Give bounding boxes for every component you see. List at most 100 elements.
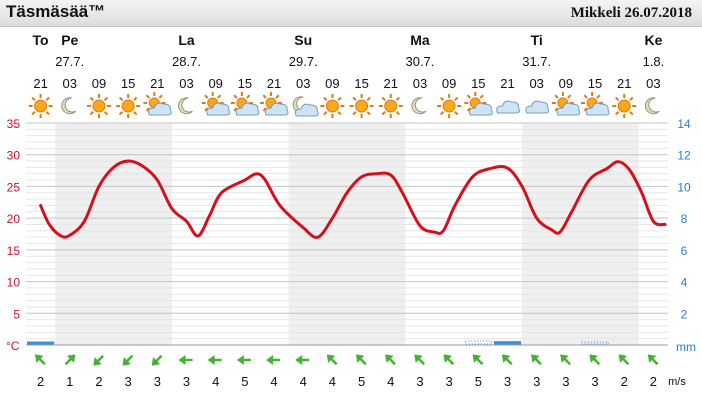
temperature-axis: 5 10 15 20 25 30 35 °C xyxy=(6,117,20,353)
day-name: Su xyxy=(294,32,312,48)
sun-disc xyxy=(325,99,339,113)
wind-arrow-icon xyxy=(355,354,367,366)
moon-cloud-icon xyxy=(292,96,319,117)
wind-arrow-icon xyxy=(414,354,426,366)
sun-ray xyxy=(337,110,342,116)
wind-arrow-icon xyxy=(501,354,513,366)
wind-speed: 5 xyxy=(358,374,365,389)
moon-icon xyxy=(61,97,77,115)
cloud-shape xyxy=(585,102,610,116)
cloud-shape xyxy=(264,102,289,116)
precip-tick: 4 xyxy=(681,276,688,290)
temp-tick: 30 xyxy=(7,149,21,163)
sun-ray xyxy=(615,96,620,102)
precip-bar xyxy=(26,341,55,345)
sun-ray xyxy=(554,107,559,112)
day-bands xyxy=(55,123,639,345)
day-date: 31.7. xyxy=(522,54,551,69)
day-band xyxy=(288,123,406,345)
wind-speed: 3 xyxy=(125,374,132,389)
precipitation-bars xyxy=(26,340,609,345)
sun-cloud-icon xyxy=(260,92,289,116)
wind-speed: 3 xyxy=(504,374,511,389)
sun-ray xyxy=(145,107,151,112)
sun-ray xyxy=(395,96,400,102)
precip-tick: 2 xyxy=(681,307,688,321)
hour-label: 03 xyxy=(179,76,193,91)
sun-ray xyxy=(583,94,588,99)
wind-speed: 1 xyxy=(66,374,73,389)
sun-ray xyxy=(233,94,238,99)
wind-arrow-head xyxy=(414,354,423,363)
moon-shape xyxy=(411,97,427,115)
wind-speed: 2 xyxy=(37,374,44,389)
temp-tick: 15 xyxy=(7,244,21,258)
sun-cloud-icon xyxy=(551,92,581,116)
temp-tick: 5 xyxy=(13,307,20,321)
sun-ray xyxy=(381,96,386,102)
sun-ray xyxy=(133,110,138,116)
sun-ray xyxy=(615,110,620,116)
sun-disc xyxy=(617,99,631,113)
sun-ray xyxy=(158,94,163,99)
cloud-icon xyxy=(525,100,550,114)
location-date: Mikkeli 26.07.2018 xyxy=(570,5,692,21)
wind-arrow-icon xyxy=(151,354,163,366)
wind-arrow-head xyxy=(34,354,44,363)
sun-ray xyxy=(275,94,280,99)
moon-icon xyxy=(411,97,427,115)
sun-ray xyxy=(479,94,484,99)
cloud-shape xyxy=(235,102,260,116)
sun-ray xyxy=(233,107,238,112)
wind-arrow-head xyxy=(355,354,365,363)
sun-icon xyxy=(28,94,53,118)
sun-ray xyxy=(567,94,572,99)
wind-speed: 2 xyxy=(650,374,657,389)
wind-speed: 2 xyxy=(95,374,102,389)
hour-label: 09 xyxy=(442,76,456,91)
sun-disc xyxy=(121,99,135,113)
sun-ray xyxy=(352,110,357,116)
sun-disc xyxy=(384,99,398,113)
precip-unit: mm xyxy=(676,340,696,354)
wind-arrow-icon xyxy=(34,354,46,366)
sun-ray xyxy=(103,96,109,102)
sun-ray xyxy=(89,110,95,116)
wind-arrow-head xyxy=(93,357,102,366)
hour-label: 15 xyxy=(238,76,252,91)
hour-label: 03 xyxy=(63,76,77,91)
hour-label: 09 xyxy=(559,76,573,91)
wind-speed: 3 xyxy=(183,374,190,389)
sun-disc xyxy=(92,99,106,113)
sun-ray xyxy=(352,96,357,102)
wind-arrow-icon xyxy=(385,354,396,366)
day-name: Ke xyxy=(644,32,662,48)
precip-tick: 10 xyxy=(677,180,691,194)
sun-cloud-icon xyxy=(581,92,610,116)
cloud-shape xyxy=(556,102,581,116)
day-band xyxy=(55,123,172,345)
wind-arrow-icon xyxy=(295,355,310,365)
sun-ray xyxy=(204,94,209,99)
precip-bar xyxy=(493,341,522,345)
sun-disc xyxy=(34,99,48,113)
wind-speed: 3 xyxy=(562,374,569,389)
sun-ray xyxy=(323,110,328,116)
wind-arrow-icon xyxy=(266,355,281,365)
sun-ray xyxy=(629,110,634,116)
wind-arrow-icon xyxy=(443,354,455,366)
sun-ray xyxy=(554,94,559,99)
wind-speed: 4 xyxy=(329,374,336,389)
sun-ray xyxy=(31,110,36,116)
hour-label: 21 xyxy=(150,76,164,91)
cloud-icon xyxy=(496,100,520,114)
sun-ray xyxy=(629,96,634,102)
hour-labels: 21 03 09 15 21 03 09 15 21 03 09 15 21 03 09 15 21 03 09 15… xyxy=(33,76,660,91)
sun-ray xyxy=(118,110,124,116)
hour-label: 21 xyxy=(267,76,281,91)
weather-icons xyxy=(28,92,660,118)
hour-label: 09 xyxy=(208,76,222,91)
temp-tick: 25 xyxy=(7,180,21,194)
wind-speed: 4 xyxy=(212,374,219,389)
